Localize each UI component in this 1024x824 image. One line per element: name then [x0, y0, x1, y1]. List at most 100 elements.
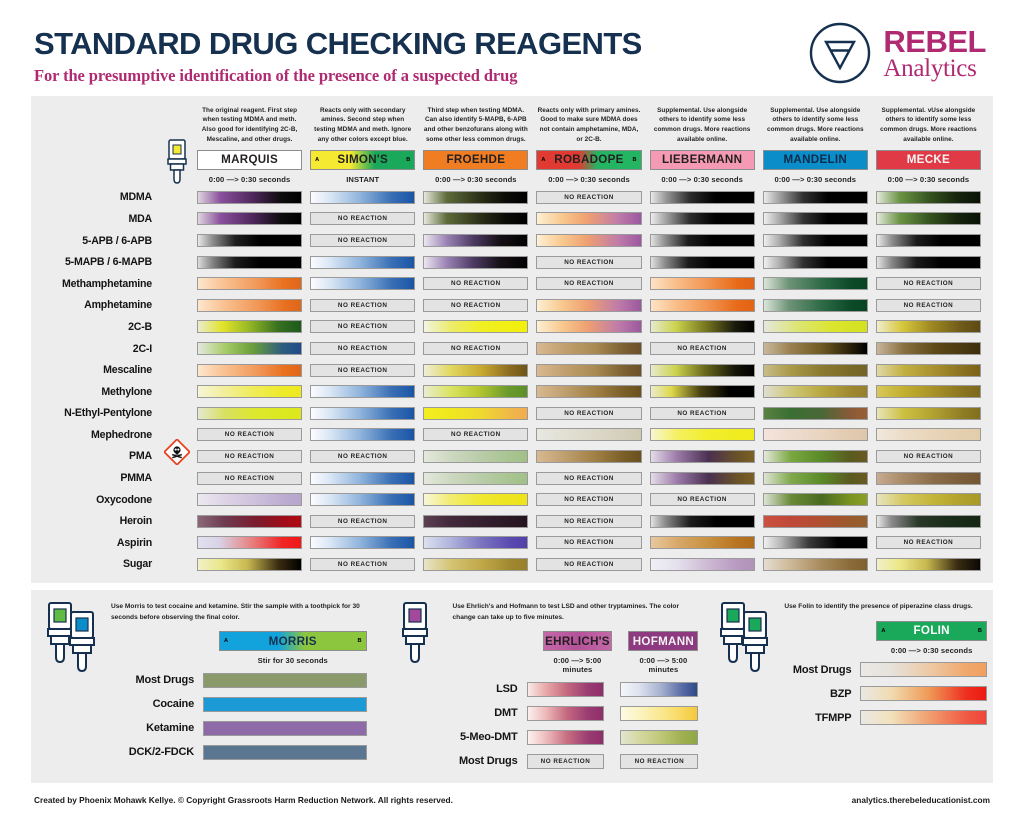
list-item: 5-Meo-DMT [453, 725, 699, 749]
result-cell [872, 212, 985, 226]
reaction-time-label: 0:00 —> 5:00 minutes [553, 656, 602, 675]
no-reaction-badge: NO REACTION [310, 234, 416, 248]
reagent-description: Supplemental. Use alongside others to id… [653, 106, 751, 143]
color-gradient-swatch [203, 720, 367, 736]
row-spacer [161, 230, 193, 252]
result-cell [759, 471, 872, 485]
reaction-time-label: INSTANT [346, 174, 380, 184]
color-gradient-swatch [649, 363, 755, 377]
no-reaction-badge: NO REACTION [536, 493, 642, 507]
color-gradient-swatch [203, 696, 367, 712]
table-row: 5-MAPB / 6-MAPB NO REACTION [31, 251, 993, 273]
color-gradient-swatch [197, 385, 303, 399]
result-cell: NO REACTION [193, 471, 306, 485]
color-gradient-swatch [875, 234, 981, 248]
result-cell: NO REACTION [532, 536, 645, 550]
result-cell [646, 471, 759, 485]
list-item: DMT [453, 701, 699, 725]
reagent-name-badge: A MORRIS B [219, 631, 367, 652]
color-gradient-swatch [197, 320, 303, 334]
table-row: Oxycodone NO REACTION NO REACTION [31, 489, 993, 511]
result-cell [872, 385, 985, 399]
reagent-name: HOFMANN [632, 634, 695, 648]
result-cell [759, 363, 872, 377]
page-title: STANDARD DRUG CHECKING REAGENTS [34, 26, 642, 61]
section-folin: Use Folin to identify the presence of pi… [704, 598, 993, 773]
color-gradient-swatch [649, 449, 755, 463]
color-gradient-swatch [197, 493, 303, 507]
color-gradient-swatch [762, 428, 868, 442]
reaction-time-label: 0:00 —> 0:30 seconds [435, 174, 517, 184]
row-spacer [161, 338, 193, 360]
result-cell [306, 493, 419, 507]
dropper-bottle-illustration [37, 598, 111, 773]
drug-name-label: MDMA [119, 191, 152, 204]
color-gradient-swatch [310, 190, 416, 204]
drug-name-label: LSD [496, 683, 518, 696]
result-cell [872, 320, 985, 334]
result-cell [532, 320, 645, 334]
row-spacer [161, 273, 193, 295]
result-cell [419, 514, 532, 528]
color-gradient-swatch [197, 190, 303, 204]
row-spacer [161, 251, 193, 273]
color-gradient-swatch [649, 190, 755, 204]
reaction-time-label: 0:00 —> 0:30 seconds [774, 174, 857, 184]
color-gradient-swatch [875, 255, 981, 269]
section-column-headers: EHRLICH'S 0:00 —> 5:00 minutes HOFMANN 0:00… [453, 629, 699, 677]
result-cell [872, 190, 985, 204]
dropper-bottle-icon [720, 602, 769, 673]
result-cell: NO REACTION [306, 514, 419, 528]
no-reaction-badge: NO REACTION [875, 298, 981, 312]
reaction-time-label: 0:00 —> 0:30 seconds [661, 174, 743, 184]
result-cell [419, 190, 532, 204]
reagent-description: Reacts only with secondary amines. Secon… [314, 106, 412, 143]
reagent-column-mandelin: Supplemental. Use alongside others to id… [759, 106, 872, 187]
result-cell: NO REACTION [646, 493, 759, 507]
part-a-label: A [541, 156, 546, 163]
section-description: Use Ehrlich's and Hofmann to test LSD an… [452, 603, 680, 621]
color-gradient-swatch [762, 363, 868, 377]
color-gradient-swatch [762, 493, 868, 507]
color-gradient-swatch [536, 449, 642, 463]
main-reagent-panel: The original reagent. First step when te… [31, 95, 993, 584]
result-cell [193, 342, 306, 355]
result-cell [759, 493, 872, 507]
reaction-time-label: 0:00 —> 0:30 seconds [548, 174, 630, 184]
reagent-name: MORRIS [268, 634, 317, 648]
result-cell [203, 744, 367, 760]
drug-name-label: Most Drugs [458, 755, 518, 768]
result-cell [419, 385, 532, 399]
table-row: PMMA NO REACTION NO REACTION [31, 467, 993, 489]
color-gradient-swatch [197, 363, 303, 377]
result-cell [872, 428, 985, 442]
drug-name-label: TFMPP [815, 711, 852, 724]
color-gradient-swatch [423, 385, 529, 399]
color-gradient-swatch [536, 320, 642, 334]
color-gradient-swatch [310, 536, 416, 550]
color-gradient-swatch [762, 471, 868, 485]
table-row: MDA NO REACTION [31, 208, 993, 230]
reagent-column-morris: A MORRIS B Stir for 30 seconds [219, 629, 367, 668]
result-cell [872, 493, 985, 507]
result-cell: NO REACTION [532, 406, 645, 420]
row-spacer [161, 295, 193, 317]
result-cell [193, 557, 306, 571]
result-cell: NO REACTION [526, 753, 605, 769]
color-gradient-swatch [649, 514, 755, 528]
drug-name-label: N-Ethyl-Pentylone [64, 407, 152, 420]
section-description: Use Morris to test cocaine and ketamine.… [111, 603, 360, 621]
result-cell [419, 320, 532, 334]
result-cell: NO REACTION [872, 449, 985, 463]
dropper-bottle-icon [401, 602, 428, 664]
color-gradient-swatch [423, 557, 529, 571]
part-b-label: B [406, 156, 411, 163]
credit-text: Created by Phoenix Mohawk Kellye. © Copy… [34, 795, 453, 806]
no-reaction-badge: NO REACTION [197, 471, 303, 485]
result-cell [646, 190, 759, 204]
result-cell [306, 428, 419, 442]
reagent-description: Supplemental. Use alongside others to id… [766, 106, 864, 143]
table-row: 2C-I NO REACTION NO REACTION NO REACTION [31, 338, 993, 360]
color-gradient-swatch [649, 234, 755, 248]
color-gradient-swatch [423, 363, 529, 377]
